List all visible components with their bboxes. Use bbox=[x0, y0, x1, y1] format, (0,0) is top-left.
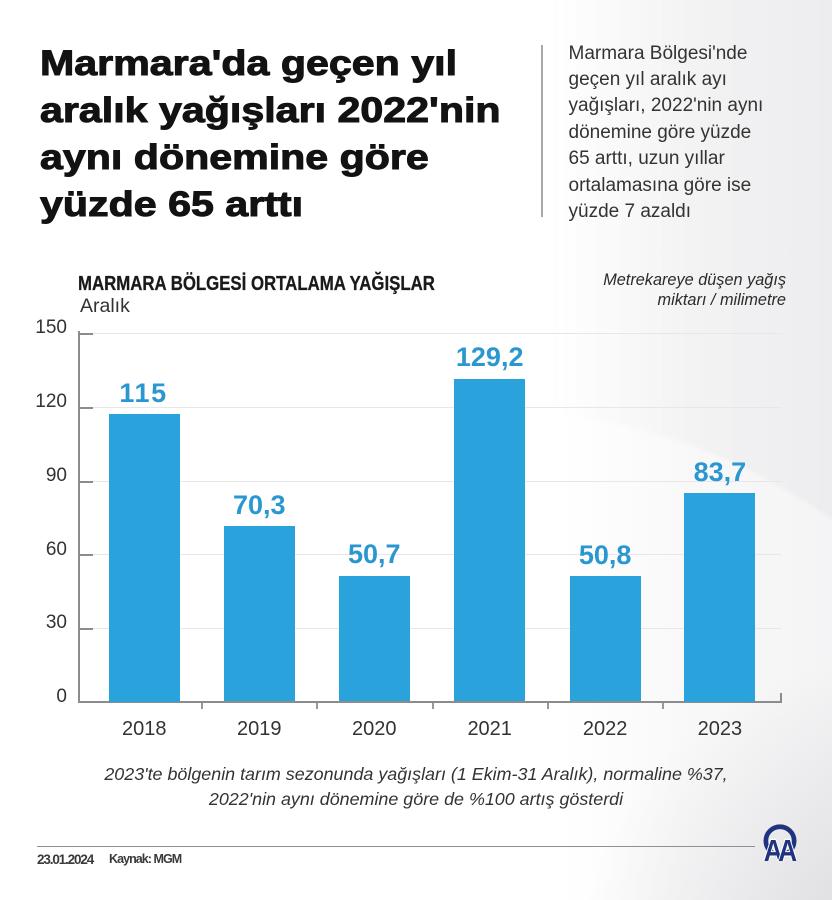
svg-text:A: A bbox=[778, 834, 797, 861]
svg-text:A: A bbox=[764, 834, 783, 861]
